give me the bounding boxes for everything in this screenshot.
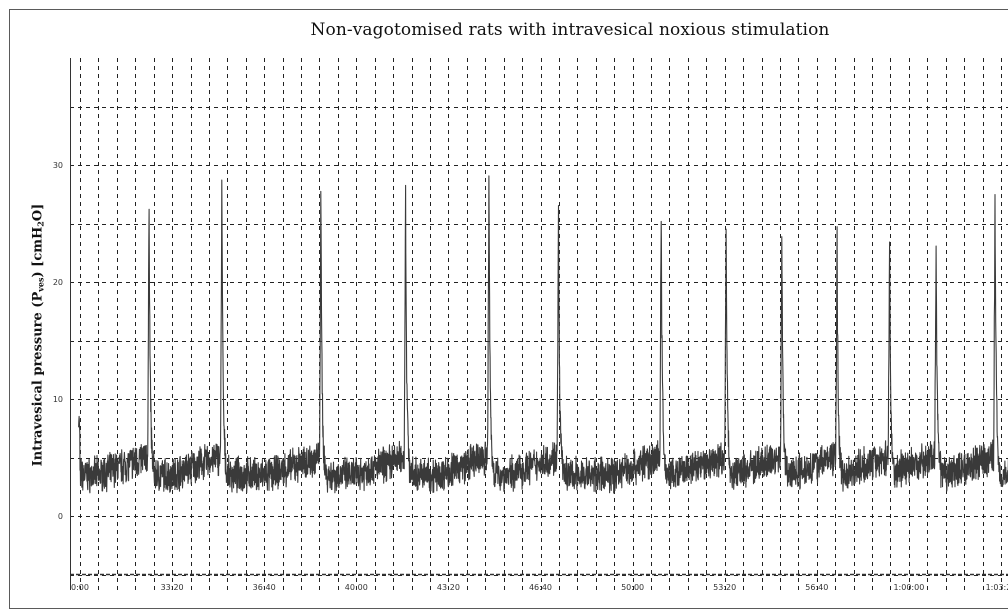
y-tick-label: 30 [53,161,63,170]
y-axis-label: Intravesical pressure (Pves) [cmH2O] [31,204,46,467]
x-tick-label: 46:40 [529,583,552,592]
y-axis-label-subscript: ves [35,277,46,292]
x-tick-label: 43:20 [437,583,460,592]
y-axis-label-unit: ) [cmH [30,226,46,278]
x-tick-label: 40:00 [345,583,368,592]
chart-plot: 0 10 20 30 0:00 33:20 36:40 40:00 43:20 46:40 50:0… [53,58,1008,592]
x-tick-label: 1:03:20 [986,583,1008,592]
chart-title: Non-vagotomised rats with intravesical n… [310,20,830,40]
y-axis-label-unit-end: O] [30,203,46,222]
x-tick-label: 36:40 [253,583,276,592]
x-tick-label: 33:20 [161,583,184,592]
y-axis-label-text: Intravesical pressure (P [30,291,46,467]
x-tick-label: 56:40 [805,583,828,592]
y-axis-label-unit-subscript: 2 [35,221,46,227]
figure: 0 10 20 30 0:00 33:20 36:40 40:00 43:20 46:40 50:0… [9,9,1008,609]
y-tick-label: 0 [58,512,63,521]
y-tick-label: 10 [53,395,63,404]
x-tick-label: 53:20 [713,583,736,592]
x-tick-label: 50:00 [621,583,644,592]
x-tick-label: 0:00 [71,583,89,592]
series-line [78,175,1008,494]
x-tick-label: 1:00:00 [893,583,924,592]
y-tick-label: 20 [53,278,63,287]
